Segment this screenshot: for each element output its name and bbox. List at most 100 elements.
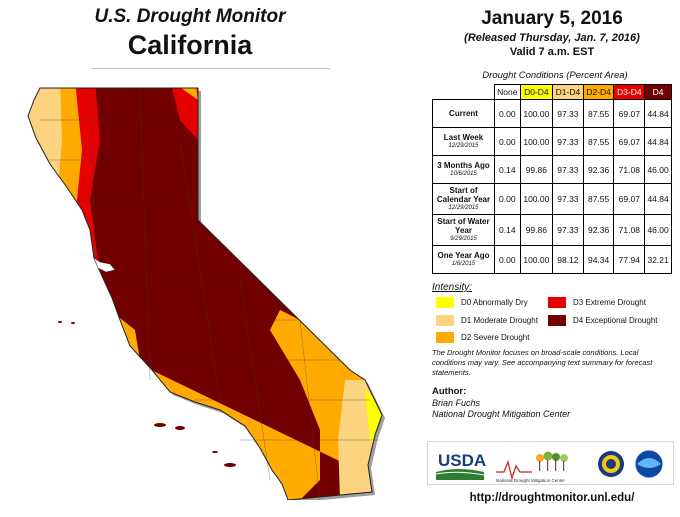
- row-label: Start of Calendar Year 12/29/2015: [432, 183, 495, 215]
- svg-text:USDA: USDA: [438, 451, 486, 470]
- legend-item-d2: D2 Severe Drought: [436, 332, 529, 343]
- legend-item-d0: D0 Abnormally Dry: [436, 297, 528, 308]
- table-cell: 98.12: [552, 245, 584, 274]
- col-header-none: None: [494, 84, 521, 100]
- legend-label: D3 Extreme Drought: [573, 298, 646, 307]
- disclaimer-note: The Drought Monitor focuses on broad-sca…: [432, 348, 653, 377]
- california-drought-map: [27, 87, 385, 500]
- author-heading: Author:: [432, 386, 467, 397]
- table-cell: 46.00: [644, 155, 672, 184]
- doc-seal-icon: [598, 451, 624, 477]
- table-row: Start of Calendar Year 12/29/2015 0.00 10…: [432, 183, 672, 215]
- table-cell: 0.00: [494, 127, 521, 156]
- legend-item-d3: D3 Extreme Drought: [548, 297, 646, 308]
- usda-logo: USDA: [435, 451, 486, 480]
- d2-northeast: [170, 88, 198, 100]
- legend-swatch: [548, 315, 566, 326]
- table-cell: 97.33: [552, 99, 584, 128]
- legend-title: Intensity:: [432, 282, 473, 293]
- table-cell: 44.84: [644, 127, 672, 156]
- row-date: 10/6/2015: [450, 171, 477, 177]
- d1-area: [28, 88, 68, 280]
- table-cell: 100.00: [519, 99, 554, 128]
- table-cell: 92.36: [582, 155, 615, 184]
- table-cell: 0.00: [494, 183, 521, 215]
- table-cell: 87.55: [582, 99, 615, 128]
- legend-item-d1: D1 Moderate Drought: [436, 315, 538, 326]
- drought-conditions-table: None D0-D4 D1-D4 D2-D4 D3-D4 D4 Current …: [432, 84, 672, 274]
- table-cell: 69.07: [613, 99, 646, 128]
- islands: [58, 321, 236, 467]
- table-cell: 87.55: [582, 183, 615, 215]
- row-label: Current: [432, 99, 495, 128]
- table-cell: 69.07: [613, 183, 646, 215]
- table-cell: 97.33: [552, 214, 584, 246]
- legend-item-d4: D4 Exceptional Drought: [548, 315, 658, 326]
- author-block: Author: Brian Fuchs National Drought Mit…: [432, 386, 570, 421]
- ndmc-logo: National Drought Mitigation Center: [496, 451, 568, 483]
- table-cell: 46.00: [644, 214, 672, 246]
- table-row: Last Week 12/29/2015 0.00 100.00 97.33 87…: [432, 127, 672, 156]
- row-label: One Year Ago 1/6/2015: [432, 245, 495, 274]
- table-row: 3 Months Ago 10/6/2015 0.14 99.86 97.33 9…: [432, 155, 672, 184]
- legend-swatch: [436, 315, 454, 326]
- map-header: U.S. Drought Monitor California: [40, 6, 340, 61]
- map-title: U.S. Drought Monitor: [94, 6, 286, 27]
- table-cell: 0.00: [494, 99, 521, 128]
- col-header-d1-d4: D1-D4: [552, 84, 584, 100]
- legend-label: D2 Severe Drought: [461, 333, 530, 342]
- table-cell: 97.33: [552, 155, 584, 184]
- bay-water: [93, 257, 116, 273]
- table-row: One Year Ago 1/6/2015 0.00 100.00 98.12 9…: [432, 245, 672, 274]
- table-cell: 92.36: [582, 214, 615, 246]
- website-url: http://droughtmonitor.unl.edu/: [469, 492, 635, 504]
- row-label: Start of Water Year 9/29/2015: [432, 214, 495, 246]
- legend-label: D4 Exceptional Drought: [573, 316, 658, 325]
- row-date: 1/6/2015: [451, 261, 476, 267]
- table-cell: 97.33: [552, 127, 584, 156]
- d0-area: [365, 390, 382, 450]
- author-org: National Drought Mitigation Center: [432, 409, 571, 419]
- table-cell: 100.00: [519, 245, 554, 274]
- col-header-d2-d4: D2-D4: [582, 84, 615, 100]
- table-cell: 0.14: [494, 155, 521, 184]
- table-cell: 71.08: [613, 155, 646, 184]
- legend-label: D1 Moderate Drought: [461, 316, 538, 325]
- noaa-logo-icon: [634, 449, 664, 479]
- table-cell: 69.07: [613, 127, 646, 156]
- release-date: (Released Thursday, Jan. 7, 2016): [464, 32, 640, 44]
- table-row: Start of Water Year 9/29/2015 0.14 99.86 …: [432, 214, 672, 246]
- legend-label: D0 Abnormally Dry: [461, 298, 528, 307]
- table-cell: 100.00: [519, 183, 554, 215]
- partner-logos: USDA National Drought Mitigation Center: [427, 441, 674, 485]
- header-divider: [92, 68, 330, 69]
- table-header-row: None D0-D4 D1-D4 D2-D4 D3-D4 D4: [432, 84, 672, 100]
- table-cell: 0.14: [494, 214, 521, 246]
- legend-swatch: [436, 297, 454, 308]
- col-header-d4: D4: [644, 84, 672, 100]
- table-cell: 0.00: [494, 245, 521, 274]
- author-name: Brian Fuchs: [432, 397, 481, 408]
- table-cell: 71.08: [613, 214, 646, 246]
- logos-strip: USDA National Drought Mitigation Center: [435, 449, 664, 483]
- legend-swatch: [436, 332, 454, 343]
- table-cell: 44.84: [644, 183, 672, 215]
- row-date: 9/29/2015: [450, 236, 477, 242]
- region-title: California: [127, 30, 253, 60]
- row-label: Last Week 12/29/2015: [432, 127, 495, 156]
- table-row: Current 0.00 100.00 97.33 87.55 69.07 44…: [432, 99, 672, 128]
- table-title: Drought Conditions (Percent Area): [482, 70, 628, 81]
- table-corner: [432, 84, 495, 100]
- table-cell: 77.94: [613, 245, 646, 274]
- state-outline: [27, 87, 383, 500]
- table-cell: 32.21: [644, 245, 672, 274]
- table-cell: 100.00: [519, 127, 554, 156]
- table-cell: 94.34: [582, 245, 615, 274]
- row-date: 12/29/2015: [448, 205, 479, 211]
- col-header-d3-d4: D3-D4: [613, 84, 646, 100]
- row-date: 12/29/2015: [448, 143, 479, 149]
- table-cell: 44.84: [644, 99, 672, 128]
- valid-time: Valid 7 a.m. EST: [509, 46, 595, 58]
- col-header-d0-d4: D0-D4: [519, 84, 554, 100]
- table-cell: 99.86: [519, 155, 554, 184]
